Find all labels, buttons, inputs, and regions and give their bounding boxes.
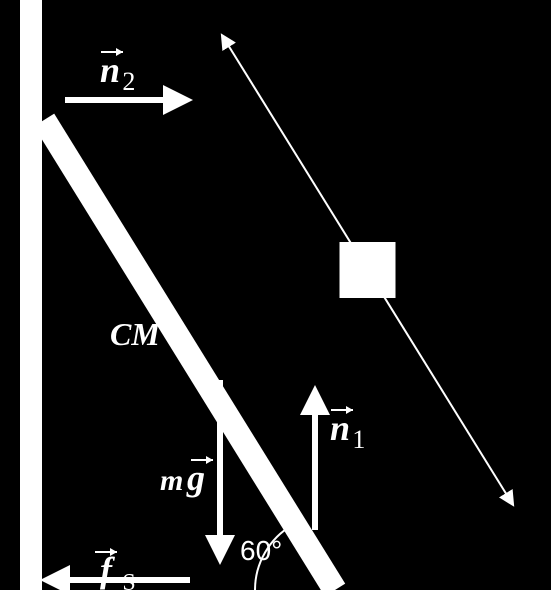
length-label: ℓ xyxy=(358,246,377,295)
wall xyxy=(20,0,42,604)
n1-label: n1 xyxy=(330,406,365,454)
mg-label: mg xyxy=(160,456,213,498)
cm-label: CM xyxy=(110,316,161,352)
ground xyxy=(0,590,551,604)
svg-text:n: n xyxy=(100,50,120,90)
ladder xyxy=(44,120,335,590)
svg-text:f: f xyxy=(100,550,115,590)
n2-label: n2 xyxy=(100,48,135,96)
svg-text:m: m xyxy=(160,464,183,497)
angle-label: 60° xyxy=(240,535,282,566)
fs-label: fS xyxy=(95,548,136,596)
svg-text:n: n xyxy=(330,408,350,448)
svg-text:2: 2 xyxy=(122,67,135,96)
svg-text:1: 1 xyxy=(352,425,365,454)
svg-text:S: S xyxy=(122,570,135,596)
svg-text:g: g xyxy=(186,458,205,498)
